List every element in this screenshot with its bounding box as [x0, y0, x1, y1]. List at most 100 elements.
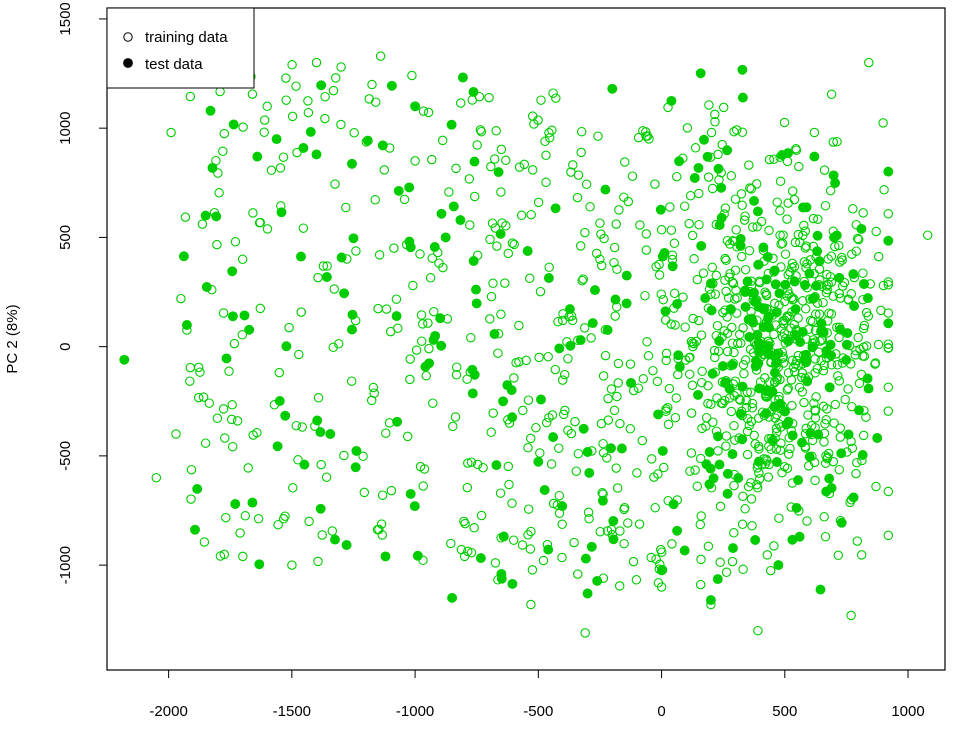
training-data-point	[692, 274, 703, 285]
training-data-point	[437, 135, 448, 146]
test-data-point	[496, 568, 507, 579]
training-data-point	[508, 535, 519, 545]
test-data-point	[391, 311, 402, 322]
training-data-point	[858, 208, 868, 218]
training-data-point	[333, 339, 344, 349]
training-data-point	[670, 412, 681, 423]
test-data-point	[668, 499, 679, 510]
training-data-point	[560, 405, 570, 416]
training-data-point	[775, 374, 785, 385]
test-data-point	[578, 423, 589, 434]
training-data-point	[595, 526, 605, 537]
training-data-point	[633, 383, 644, 393]
training-data-point	[633, 132, 644, 143]
training-data-point	[339, 450, 349, 461]
training-data-point	[816, 356, 827, 366]
training-data-point	[573, 448, 584, 459]
training-data-point	[386, 485, 397, 496]
training-data-point	[563, 353, 573, 364]
training-data-point	[581, 179, 592, 190]
test-data-point	[610, 294, 621, 305]
training-data-point	[476, 126, 487, 137]
training-data-point	[237, 330, 248, 340]
test-data-point	[606, 443, 616, 454]
training-data-point	[864, 57, 874, 68]
training-data-point	[828, 137, 839, 147]
test-data-point	[405, 488, 416, 499]
x-axis: -2000 -1500 -1000 -500 0 500 1000	[149, 669, 925, 720]
training-data-point	[764, 225, 774, 236]
test-data-point	[774, 288, 785, 299]
test-data-point	[791, 330, 802, 341]
test-data-point	[693, 162, 704, 173]
training-data-point	[717, 398, 728, 409]
training-data-point	[198, 392, 209, 402]
training-data-point	[438, 262, 448, 273]
training-data-point	[247, 89, 258, 99]
training-data-point	[883, 209, 894, 219]
test-data-point	[582, 588, 593, 599]
training-data-point	[776, 323, 787, 334]
training-data-point	[351, 246, 361, 256]
training-data-point	[730, 376, 741, 386]
training-data-point	[610, 311, 620, 321]
training-data-point	[451, 370, 462, 380]
training-data-point	[720, 253, 730, 264]
test-data-point	[377, 140, 388, 151]
test-data-point	[244, 324, 255, 335]
training-data-point	[573, 569, 583, 579]
training-data-point	[497, 218, 507, 228]
training-data-point	[800, 226, 811, 236]
training-data-point	[734, 329, 745, 340]
training-data-point	[686, 448, 697, 458]
training-data-point	[695, 579, 706, 590]
test-data-point	[812, 230, 823, 241]
test-data-point	[801, 357, 812, 368]
test-data-point	[227, 311, 238, 322]
test-data-point	[608, 516, 619, 526]
training-data-point	[834, 332, 844, 343]
legend-training-marker	[123, 32, 133, 42]
training-data-point	[871, 481, 881, 492]
training-data-point	[666, 225, 677, 235]
training-data-point	[238, 551, 248, 562]
training-data-point	[834, 376, 845, 386]
training-data-point	[847, 249, 857, 259]
test-data-point	[446, 119, 457, 130]
training-data-point	[707, 262, 718, 273]
test-data-point	[834, 272, 845, 283]
test-data-point	[872, 433, 883, 443]
training-data-point	[613, 358, 624, 369]
plot-frame	[106, 7, 946, 671]
training-data-point	[661, 348, 672, 359]
training-data-point	[802, 259, 812, 269]
training-data-point	[221, 512, 231, 523]
training-data-point	[840, 394, 850, 405]
training-data-point	[724, 393, 735, 403]
training-data-point	[820, 419, 830, 429]
training-data-point	[738, 323, 748, 333]
test-data-point	[705, 595, 716, 606]
training-data-point	[623, 196, 634, 207]
training-data-point	[738, 564, 748, 575]
test-data-point	[762, 251, 773, 262]
training-data-point	[320, 113, 330, 124]
test-data-point	[815, 584, 826, 595]
training-data-point	[220, 433, 230, 443]
training-data-point	[185, 91, 196, 102]
training-data-point	[291, 81, 301, 91]
training-data-point	[808, 213, 819, 224]
test-data-point	[280, 410, 291, 421]
training-data-point	[789, 194, 800, 205]
training-data-point	[820, 531, 831, 542]
test-data-point	[737, 434, 748, 445]
training-data-point	[298, 223, 309, 233]
test-data-point	[239, 310, 250, 321]
training-data-point	[376, 519, 387, 529]
training-data-point	[782, 385, 793, 395]
training-data-point	[405, 354, 415, 364]
test-data-point	[315, 427, 326, 438]
training-data-point	[466, 457, 477, 467]
training-data-point	[424, 343, 434, 354]
training-data-point	[330, 179, 340, 189]
